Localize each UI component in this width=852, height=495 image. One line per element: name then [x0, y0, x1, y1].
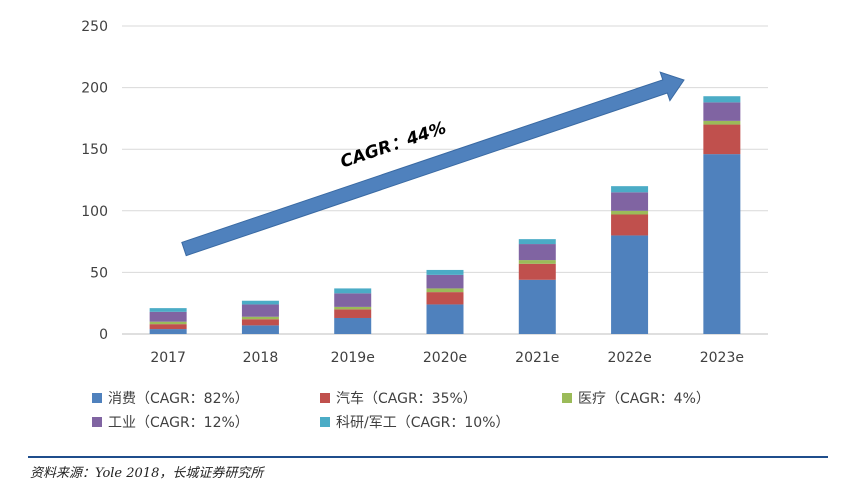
- bar-segment: [611, 210, 649, 215]
- bar-segment: [241, 316, 279, 320]
- legend-item: 科研/军工（CAGR：10%）: [320, 412, 510, 432]
- bar-segment: [426, 288, 464, 293]
- legend-item: 汽车（CAGR：35%）: [320, 388, 477, 408]
- legend-label: 科研/军工（CAGR：10%）: [336, 415, 510, 431]
- x-tick-label: 2021e: [515, 350, 559, 366]
- bar-segment: [241, 304, 279, 317]
- x-tick-label: 2020e: [423, 350, 467, 366]
- legend-item: 医疗（CAGR：4%）: [562, 388, 710, 408]
- stacked-bar-chart: 0 50 100 150 200 250 2017 2018 2019e 2020e 2021e 20…: [81, 19, 768, 366]
- bar-segment: [334, 306, 372, 310]
- bar-segment: [518, 244, 556, 261]
- legend-label: 汽车（CAGR：35%）: [336, 391, 477, 407]
- bar-segment: [518, 263, 556, 280]
- legend-item: 工业（CAGR：12%）: [92, 412, 249, 432]
- x-tick-label: 2017: [150, 350, 186, 366]
- bar-segment: [149, 311, 187, 322]
- legend-label: 工业（CAGR：12%）: [108, 415, 249, 431]
- bar-segment: [241, 300, 279, 305]
- bar-segment: [241, 325, 279, 334]
- y-tick-label: 50: [90, 265, 108, 281]
- x-tick-label: 2023e: [700, 350, 744, 366]
- legend-swatch: [562, 393, 572, 403]
- y-tick-label: 150: [81, 142, 108, 158]
- y-tick-label: 250: [81, 19, 108, 35]
- bar-segment: [703, 124, 741, 155]
- source-divider: [28, 456, 828, 458]
- trend-arrow: [181, 71, 685, 257]
- y-tick-label: 100: [81, 204, 108, 220]
- bar-segment: [611, 235, 649, 334]
- bar-segment: [518, 279, 556, 334]
- bar-segment: [426, 304, 464, 334]
- bar-segment: [703, 102, 741, 121]
- legend-swatch: [92, 417, 102, 427]
- bar-segment: [703, 154, 741, 334]
- bar-segment: [703, 120, 741, 125]
- legend-swatch: [92, 393, 102, 403]
- bar-segment: [518, 260, 556, 264]
- bar-segment: [149, 324, 187, 330]
- bar-segment: [611, 186, 649, 193]
- source-note: 资料来源：Yole 2018，长城证券研究所: [30, 466, 264, 481]
- y-tick-label: 200: [81, 81, 108, 97]
- bar-segment: [334, 288, 372, 294]
- bar-segment: [703, 96, 741, 103]
- y-tick-label: 0: [99, 327, 108, 343]
- bar-segment: [241, 319, 279, 326]
- legend-item: 消费（CAGR：82%）: [92, 388, 249, 408]
- bar-segment: [334, 317, 372, 334]
- bar-segment: [611, 192, 649, 211]
- x-tick-label: 2019e: [331, 350, 375, 366]
- bar-segment: [518, 239, 556, 245]
- bar-segment: [149, 308, 187, 312]
- legend-swatch: [320, 393, 330, 403]
- legend-label: 消费（CAGR：82%）: [108, 391, 249, 407]
- bar-segment: [426, 269, 464, 275]
- bar-segment: [426, 274, 464, 289]
- legend-label: 医疗（CAGR：4%）: [578, 391, 710, 407]
- bar-segment: [334, 293, 372, 307]
- bar-segment: [611, 214, 649, 236]
- bar-segment: [426, 292, 464, 305]
- legend-swatch: [320, 417, 330, 427]
- bar-segment: [149, 329, 187, 334]
- x-tick-label: 2018: [243, 350, 279, 366]
- x-tick-label: 2022e: [607, 350, 651, 366]
- bar-segment: [334, 309, 372, 318]
- bar-segment: [149, 321, 187, 325]
